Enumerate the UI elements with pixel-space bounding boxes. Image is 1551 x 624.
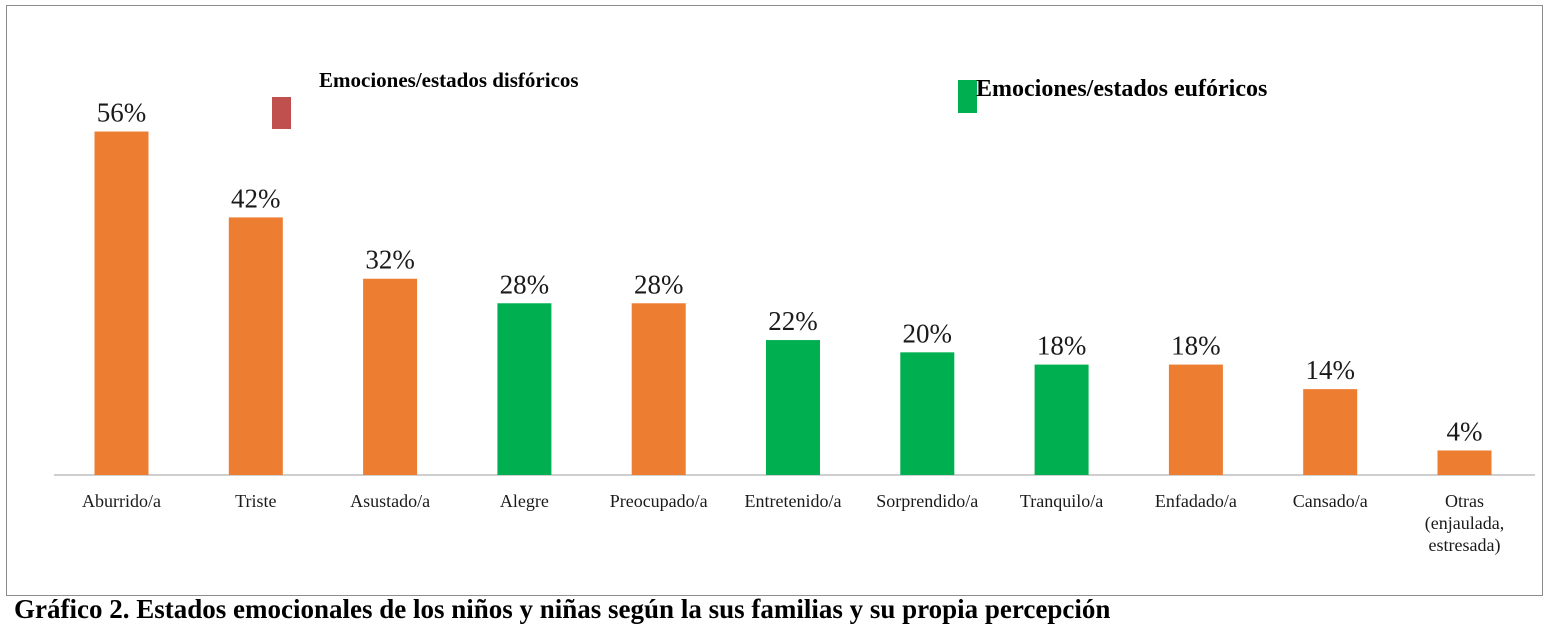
bar-value-label-4: 28% [634, 269, 684, 299]
bar-1 [228, 217, 283, 475]
bar-6 [900, 352, 955, 475]
bar-4 [631, 303, 686, 475]
bar-value-label-1: 42% [231, 183, 281, 213]
bar-value-label-5: 22% [768, 306, 818, 336]
x-tick-label-0: Aburrido/a [82, 491, 161, 511]
bar-value-label-8: 18% [1171, 331, 1221, 361]
bar-8 [1168, 364, 1223, 475]
bar-value-label-7: 18% [1037, 331, 1087, 361]
bar-value-label-9: 14% [1305, 355, 1355, 385]
bar-5 [766, 340, 820, 475]
x-tick-label-1: Triste [235, 491, 276, 511]
legend-swatch-euforico [958, 80, 977, 113]
bar-chart: 56% 42% 32% 28% 28% 22% 20% 18% 18% 14% 4% Aburrid… [54, 98, 1535, 556]
x-tick-label-3: Alegre [500, 491, 549, 511]
bar-9 [1303, 389, 1358, 475]
bar-value-label-2: 32% [365, 245, 415, 275]
bar-value-label-10: 4% [1447, 416, 1483, 446]
bar-2 [363, 278, 418, 475]
x-tick-label-5: Entretenido/a [745, 491, 842, 511]
bar-value-label-3: 28% [500, 269, 550, 299]
bar-10 [1437, 450, 1492, 475]
bar-value-label-0: 56% [97, 98, 147, 128]
legend-swatch-disforico [272, 97, 291, 129]
x-tick-label-6: Sorprendido/a [876, 491, 978, 511]
x-tick-label-7: Tranquilo/a [1020, 491, 1103, 511]
x-tick-label-2: Asustado/a [350, 491, 430, 511]
legend-label-euforico: Emociones/estados eufóricos [976, 76, 1268, 102]
x-tick-label-4: Preocupado/a [610, 491, 708, 511]
bar-7 [1034, 364, 1089, 475]
bar-3 [497, 303, 552, 475]
chart-caption: Gráfico 2. Estados emocionales de los ni… [14, 594, 1111, 624]
bar-0 [94, 131, 149, 476]
x-tick-label-9: Cansado/a [1293, 491, 1368, 511]
x-tick-label-10: Otras (enjaulada, estresada) [1425, 491, 1504, 556]
legend-label-disforico: Emociones/estados disfóricos [319, 68, 579, 92]
x-tick-label-8: Enfadado/a [1155, 491, 1237, 511]
bar-value-label-6: 20% [903, 318, 953, 348]
